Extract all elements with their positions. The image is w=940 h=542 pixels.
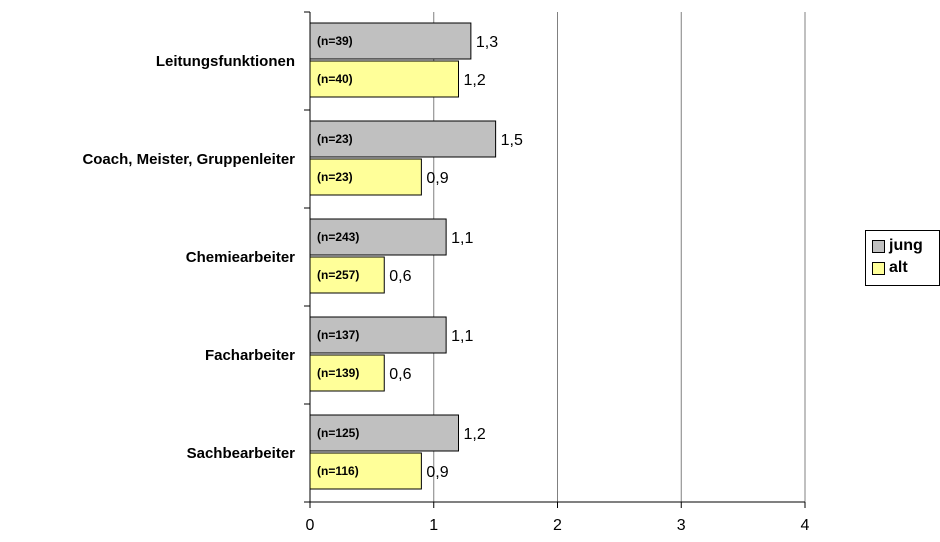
legend-item-alt: alt xyxy=(872,259,908,277)
category-label: Leitungsfunktionen xyxy=(156,53,295,70)
legend-swatch-jung xyxy=(872,239,885,253)
category-label: Sachbearbeiter xyxy=(187,445,296,462)
bar-jung xyxy=(309,120,497,158)
x-tick-label: 3 xyxy=(677,517,686,534)
bar-value-label: 1,5 xyxy=(501,132,523,149)
legend: jung alt xyxy=(865,230,940,286)
bar-alt xyxy=(309,452,422,490)
category-label: Facharbeiter xyxy=(205,347,295,364)
bar-value-label: 0,6 xyxy=(389,366,411,383)
bar-n-label: (n=139) xyxy=(317,366,359,380)
bar-value-label: 1,3 xyxy=(476,34,498,51)
bar-n-label: (n=40) xyxy=(317,72,353,86)
bar-value-label: 1,1 xyxy=(451,230,473,247)
legend-swatch-alt xyxy=(872,261,885,275)
bar-n-label: (n=23) xyxy=(317,170,353,184)
x-tick-label: 0 xyxy=(306,517,315,534)
bar-value-label: 0,6 xyxy=(389,268,411,285)
legend-label-jung: jung xyxy=(889,237,923,254)
x-tick-label: 4 xyxy=(801,517,810,534)
bar-jung xyxy=(309,316,447,354)
bar-n-label: (n=257) xyxy=(317,268,359,282)
bar-n-label: (n=243) xyxy=(317,230,359,244)
bar-value-label: 0,9 xyxy=(426,170,448,187)
bar-value-label: 1,1 xyxy=(451,328,473,345)
legend-item-jung: jung xyxy=(872,237,923,255)
x-tick-label: 2 xyxy=(553,517,562,534)
bar-n-label: (n=125) xyxy=(317,426,359,440)
category-label: Chemiearbeiter xyxy=(186,249,295,266)
legend-label-alt: alt xyxy=(889,259,908,276)
bar-n-label: (n=116) xyxy=(317,464,359,478)
bar-jung xyxy=(309,22,472,60)
bar-value-label: 0,9 xyxy=(426,464,448,481)
bar-n-label: (n=23) xyxy=(317,132,353,146)
bar-alt xyxy=(309,354,385,392)
category-label: Coach, Meister, Gruppenleiter xyxy=(82,151,295,168)
bar-n-label: (n=137) xyxy=(317,328,359,342)
bar-n-label: (n=39) xyxy=(317,34,353,48)
bar-alt xyxy=(309,60,459,98)
bar-jung xyxy=(309,414,459,452)
x-tick-label: 1 xyxy=(429,517,438,534)
bar-value-label: 1,2 xyxy=(464,72,486,89)
bar-value-label: 1,2 xyxy=(464,426,486,443)
